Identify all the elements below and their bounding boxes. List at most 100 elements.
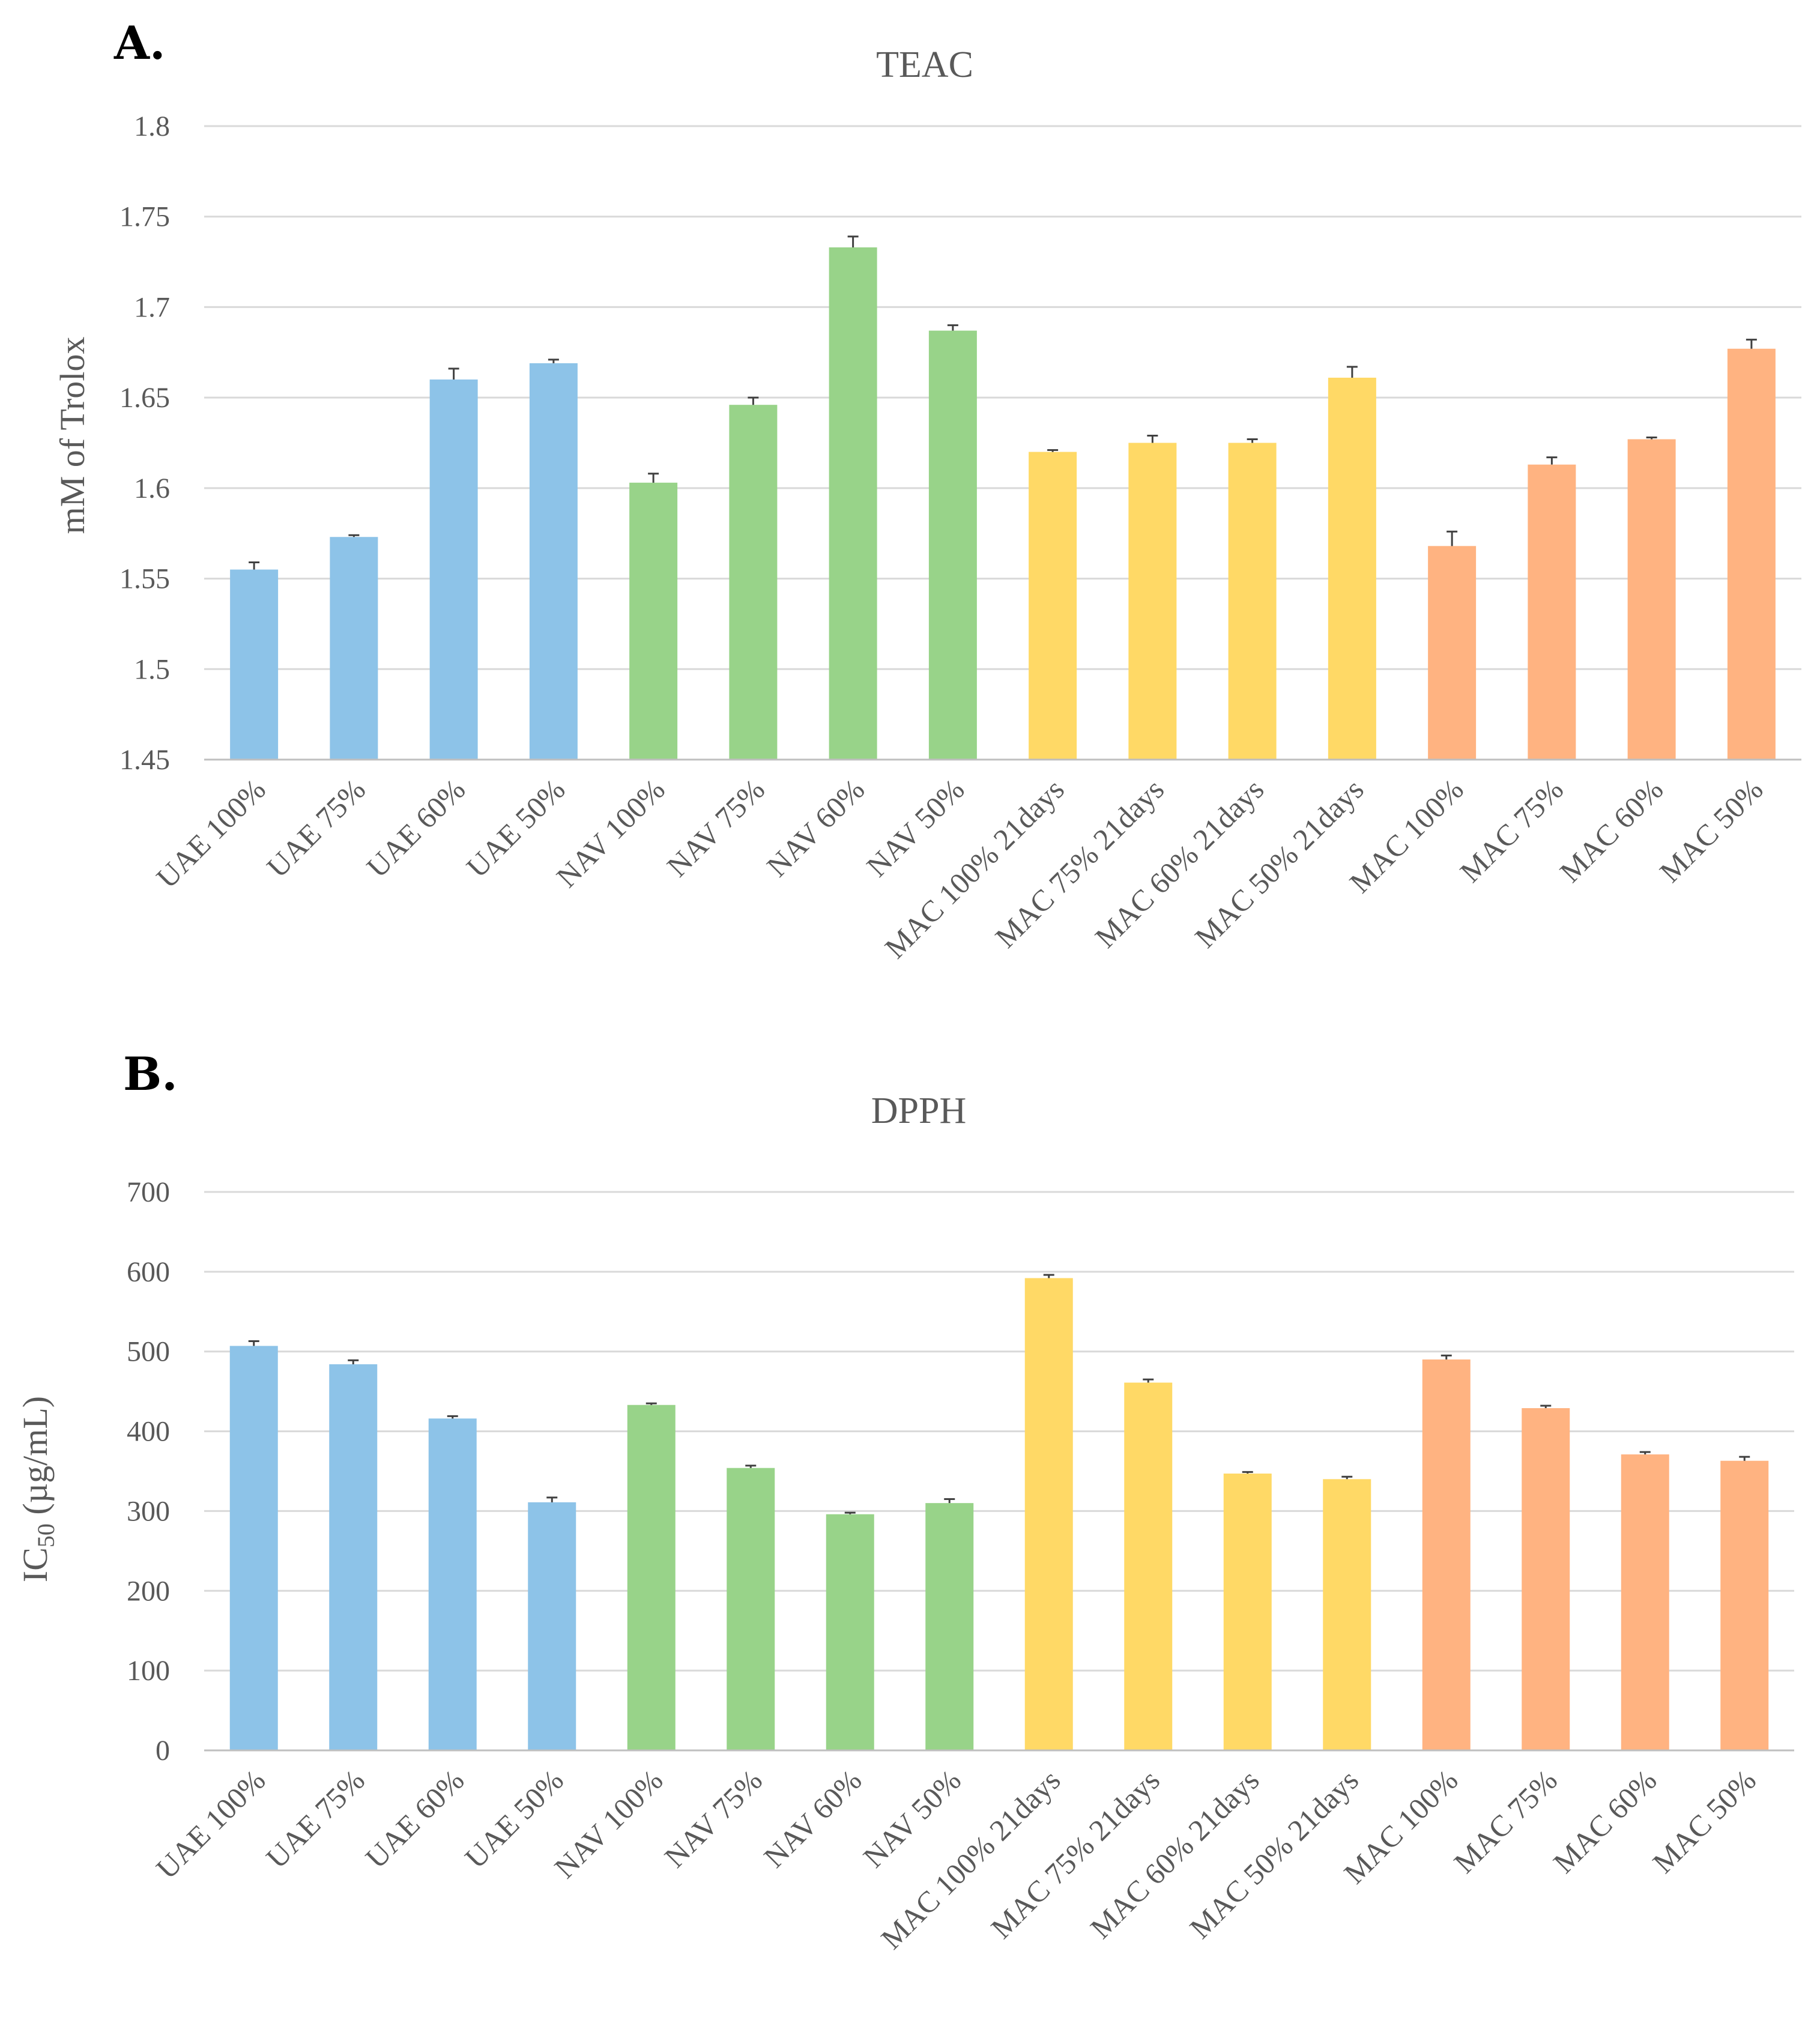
chart-teac: A. TEAC mM of Trolox 1.451.51.551.61.651… <box>53 16 1801 965</box>
y-tick-label: 1.7 <box>134 291 170 323</box>
bar <box>1528 464 1576 760</box>
error-bar <box>645 1402 657 1405</box>
x-tick-label: UAE 75% <box>260 772 372 884</box>
bar <box>925 1503 974 1750</box>
bar <box>1128 443 1177 760</box>
bar <box>428 1418 477 1750</box>
error-bar <box>944 1498 955 1504</box>
error-bar <box>1043 1274 1054 1278</box>
panel-label-a: A. <box>113 16 165 70</box>
y-tick-label: 200 <box>127 1575 170 1607</box>
bar <box>1720 1460 1769 1750</box>
bar <box>330 537 378 760</box>
y-tick-labels-dpph: 0 100 200 300 400 500 600 700 <box>127 1176 170 1767</box>
x-tick-label: MAC 60% 21days <box>1089 772 1271 954</box>
x-tick-label: MAC 50% <box>1646 1763 1762 1879</box>
error-bar <box>648 473 659 483</box>
error-bar <box>1242 1471 1253 1474</box>
x-tick-label: MAC 75% 21days <box>984 1763 1166 1945</box>
bar <box>627 1405 676 1750</box>
x-tick-label: NAV 60% <box>757 1763 868 1874</box>
chart-dpph: B. DPPH IC50 (µg/mL) 0 100 200 300 400 500 600… <box>16 1047 1794 1956</box>
bar <box>1727 348 1776 760</box>
y-tick-label: 1.8 <box>134 110 170 142</box>
bar <box>1223 1473 1272 1750</box>
error-bar <box>248 1340 259 1346</box>
error-bars-teac <box>249 235 1757 570</box>
bar <box>1621 1454 1669 1750</box>
bar <box>729 405 778 760</box>
x-tick-label: MAC 60% 21days <box>1084 1763 1266 1945</box>
y-tick-labels-teac: 1.45 1.5 1.55 1.6 1.65 1.7 1.75 1.8 <box>119 110 170 776</box>
y-tick-label: 1.55 <box>119 563 170 595</box>
y-axis-label-subscript: 50 <box>32 1523 59 1547</box>
error-bar <box>348 534 360 537</box>
bar <box>928 330 977 760</box>
y-tick-label: 700 <box>127 1176 170 1208</box>
bar <box>1029 452 1077 760</box>
y-tick-label: 0 <box>156 1735 170 1767</box>
x-tick-label: NAV 60% <box>760 772 871 883</box>
error-bar <box>1341 1475 1353 1480</box>
x-tick-label: MAC 50% 21days <box>1183 1763 1365 1945</box>
error-bar <box>847 235 859 247</box>
error-bar <box>1639 1451 1651 1455</box>
x-tick-label: UAE 60% <box>360 772 471 884</box>
x-tick-labels-dpph: UAE 100%UAE 75%UAE 60%UAE 50%NAV 100%NAV… <box>150 1763 1762 1955</box>
bar <box>529 363 578 760</box>
x-tick-label: UAE 75% <box>259 1763 371 1875</box>
bar <box>826 1514 874 1750</box>
x-tick-label: MAC 50% <box>1653 772 1770 889</box>
error-bar <box>947 324 958 331</box>
error-bar <box>745 1465 757 1468</box>
x-tick-label: MAC 75% <box>1453 772 1570 889</box>
bars-teac <box>230 247 1776 760</box>
error-bar <box>1540 1405 1552 1409</box>
x-tick-label: NAV 100% <box>550 772 671 894</box>
bar <box>1024 1278 1073 1750</box>
error-bar <box>1739 1456 1750 1461</box>
error-bar <box>1047 449 1059 452</box>
bar <box>1428 546 1477 760</box>
error-bar <box>447 1415 458 1419</box>
bar <box>1422 1359 1471 1750</box>
y-tick-label: 500 <box>127 1336 170 1368</box>
bar <box>1328 377 1376 760</box>
error-bar <box>748 396 759 405</box>
x-tick-label: NAV 100% <box>548 1763 669 1884</box>
bar <box>528 1502 576 1750</box>
y-axis-label-dpph: IC50 (µg/mL) <box>16 1396 59 1582</box>
x-tick-label: UAE 100% <box>150 772 272 895</box>
bar <box>829 247 877 760</box>
bars-dpph <box>229 1278 1769 1750</box>
bar <box>629 482 678 760</box>
x-tick-label: MAC 100% 21days <box>874 1763 1066 1955</box>
error-bar <box>1346 366 1358 378</box>
error-bar <box>1143 1378 1154 1383</box>
y-tick-label: 1.5 <box>134 653 170 685</box>
bar <box>1323 1479 1371 1750</box>
bar <box>1124 1382 1173 1750</box>
error-bar <box>448 367 459 380</box>
x-tick-label: MAC 60% <box>1553 772 1670 889</box>
y-tick-label: 1.75 <box>119 201 170 233</box>
y-tick-label: 1.6 <box>134 473 170 504</box>
error-bar <box>844 1511 856 1514</box>
x-tick-labels-teac: UAE 100%UAE 75%UAE 60%UAE 50%NAV 100%NAV… <box>150 772 1769 964</box>
bar <box>1228 443 1277 760</box>
bar <box>1627 439 1676 760</box>
x-tick-label: MAC 75% <box>1447 1763 1564 1879</box>
x-tick-label: MAC 100% 21days <box>878 772 1070 964</box>
error-bar <box>1247 438 1258 443</box>
error-bar <box>1447 530 1458 546</box>
x-tick-label: MAC 50% 21days <box>1188 772 1370 954</box>
error-bar <box>1147 434 1158 443</box>
bar <box>230 569 279 760</box>
error-bar <box>1646 436 1657 440</box>
bar <box>727 1468 775 1750</box>
x-tick-label: NAV 75% <box>658 1763 769 1874</box>
x-tick-label: NAV 75% <box>660 772 771 883</box>
y-tick-label: 1.45 <box>119 744 170 776</box>
error-bar <box>1746 339 1757 349</box>
panel-label-b: B. <box>123 1047 178 1101</box>
